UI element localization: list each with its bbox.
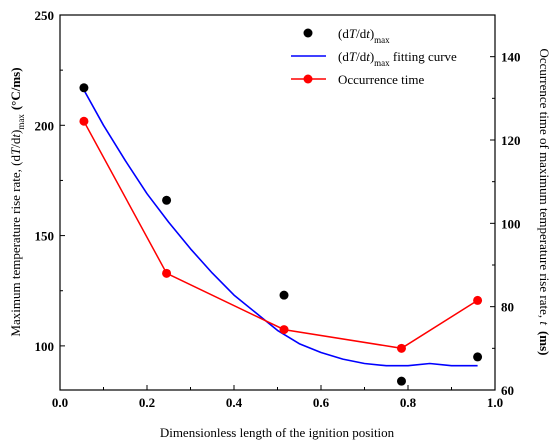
- left-axis-title-var-t: t: [8, 134, 23, 138]
- y-right-tick-label: 140: [501, 50, 521, 65]
- left-axis-title: Maximum temperature rise rate, (dT/dt)ma…: [8, 67, 26, 336]
- occurrence-time-point: [473, 295, 483, 305]
- x-tick-label: 1.0: [487, 395, 503, 410]
- legend-label-1: (dT/dt)max fitting curve: [338, 49, 457, 68]
- y-left-tick-label: 150: [35, 229, 55, 244]
- occurrence-time-point: [162, 268, 172, 278]
- legend-label-2: Occurrence time: [338, 72, 424, 87]
- y-left-tick-label: 100: [35, 339, 55, 354]
- dtdt-max-point: [279, 290, 289, 300]
- x-tick-label: 0.6: [313, 395, 330, 410]
- y-left-tick-label: 250: [35, 8, 55, 23]
- y-left-tick-label: 200: [35, 118, 55, 133]
- series-layer: [79, 83, 483, 386]
- right-axis-title-var: t: [537, 321, 550, 325]
- dtdt-max-point: [79, 83, 89, 93]
- left-axis-title-unit: (°C/ms): [8, 67, 23, 110]
- occurrence-time-point: [279, 325, 289, 335]
- left-axis-title-var-T: T: [8, 147, 23, 155]
- right-axis-title: Occurrence time of maximum temperature r…: [537, 48, 550, 355]
- occurrence-time-point: [396, 343, 406, 353]
- legend-marker-occurrence: [303, 74, 313, 84]
- left-axis-title-main: Maximum temperature rise rate, (d: [8, 155, 23, 337]
- left-axis-title-close: ): [8, 130, 23, 134]
- legend: (dT/dt)max (dT/dt)max fitting curve Occu…: [291, 26, 457, 87]
- y-right-tick-label: 80: [501, 300, 514, 315]
- y-right-tick-label: 60: [501, 383, 514, 398]
- right-axis-title-unit: (ms): [537, 331, 550, 356]
- dtdt-max-point: [162, 195, 172, 205]
- dtdt-max-point: [473, 352, 483, 362]
- x-tick-label: 0.2: [139, 395, 155, 410]
- fitting-curve-line: [83, 89, 478, 367]
- plot-frame: [59, 14, 496, 391]
- x-tick-label: 0.8: [400, 395, 417, 410]
- x-tick-label: 0.0: [52, 395, 68, 410]
- occurrence-time-line: [83, 120, 478, 350]
- left-axis-title-sub: max: [16, 114, 26, 130]
- legend-marker-scatter: [303, 28, 313, 38]
- y-right-tick-label: 100: [501, 216, 521, 231]
- x-axis-title: Dimensionless length of the ignition pos…: [160, 425, 395, 440]
- legend-label-0: (dT/dt)max: [338, 26, 390, 45]
- occurrence-time-point: [79, 116, 89, 126]
- dtdt-max-point: [396, 376, 406, 386]
- tick-layer: 0.0 0.2 0.4 0.6 0.8 1.0 100 150 200 250 60 80 100 120…: [35, 8, 521, 410]
- y-right-tick-label: 120: [501, 133, 521, 148]
- x-tick-label: 0.4: [226, 395, 243, 410]
- left-axis-title-slash: /d: [8, 137, 23, 148]
- right-axis-title-main: Occurrence time of maximum temperature r…: [537, 48, 550, 321]
